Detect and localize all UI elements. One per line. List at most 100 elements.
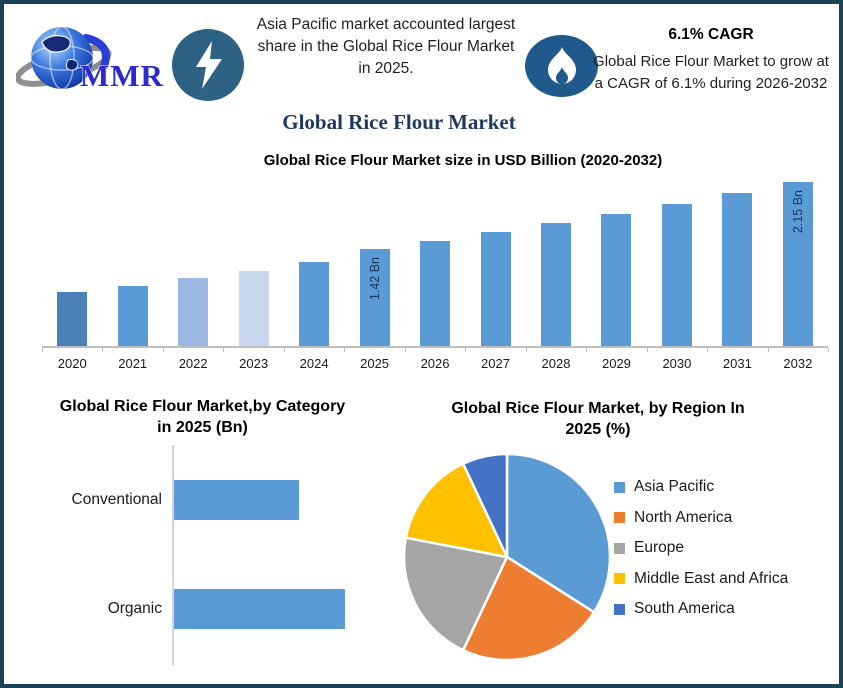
pie-slice-south-america <box>461 452 509 559</box>
year-label-2029: 2029 <box>601 356 631 371</box>
bar-data-label-2032: 2.15 Bn <box>790 190 805 234</box>
x-axis-tick <box>828 348 829 352</box>
legend-item-south-america: South America <box>614 600 788 618</box>
category-bar-conventional <box>174 480 299 520</box>
bar-slot-2026 <box>405 170 465 346</box>
x-axis-tick <box>646 348 648 352</box>
bar-2029 <box>601 214 632 346</box>
bar-data-label-2025: 1.42 Bn <box>367 257 382 301</box>
bar-2024 <box>299 262 330 346</box>
pie-slice-middle-east-and-africa <box>404 462 509 559</box>
flame-icon <box>547 47 576 84</box>
legend-marker-icon <box>614 481 625 493</box>
x-axis-tick <box>344 348 346 352</box>
cagr-title: 6.1% CAGR <box>668 26 754 43</box>
legend-item-north-america: North America <box>614 509 788 527</box>
category-chart-title-line1: Global Rice Flour Market,by Category <box>59 398 346 415</box>
bar-2027 <box>480 232 511 346</box>
x-axis-tick <box>283 348 285 352</box>
category-chart-axis <box>172 445 174 665</box>
x-axis-tick <box>525 348 527 352</box>
legend-label: Middle East and Africa <box>634 569 789 587</box>
x-axis-tick <box>465 348 467 352</box>
year-label-2030: 2030 <box>662 356 692 371</box>
bar-slot-2021 <box>102 170 162 346</box>
bar-2020 <box>57 292 88 346</box>
bar-2021 <box>117 286 148 346</box>
year-label-2021: 2021 <box>118 356 148 371</box>
bar-slot-2024 <box>284 170 344 346</box>
category-label-conventional: Conventional <box>71 491 162 508</box>
cagr-block: 6.1% CAGR Global Rice Flour Market to gr… <box>590 26 832 94</box>
bar-slot-2030 <box>647 170 707 346</box>
bar-slot-2025: 1.42 Bn <box>344 170 404 346</box>
pie-chart <box>402 452 612 662</box>
legend-label: Asia Pacific <box>634 478 715 495</box>
bar-chart-title: Global Rice Flour Market size in USD Bil… <box>263 152 663 169</box>
lightning-badge <box>172 29 244 101</box>
legend-marker-icon <box>614 542 625 554</box>
bar-slot-2032: 2.15 Bn <box>768 170 828 346</box>
lightning-icon <box>196 41 222 89</box>
category-bar-organic <box>174 589 345 629</box>
bar-slot-2023 <box>223 170 283 346</box>
x-axis-tick <box>223 348 225 352</box>
pie-chart-title-line2: 2025 (%) <box>565 421 631 438</box>
bar-slot-2029 <box>586 170 646 346</box>
bar-2026 <box>420 241 451 346</box>
category-label-organic: Organic <box>107 600 162 617</box>
globe-icon <box>16 26 112 90</box>
year-label-2025: 2025 <box>360 356 390 371</box>
x-axis-tick <box>586 348 588 352</box>
legend-marker-icon <box>614 573 625 584</box>
year-label-2020: 2020 <box>57 356 87 371</box>
year-label-2023: 2023 <box>239 356 269 371</box>
page-title: Global Rice Flour Market <box>282 110 516 134</box>
bar-2028 <box>540 223 571 346</box>
legend-item-middle-east-and-africa: Middle East and Africa <box>614 570 788 588</box>
x-axis-tick <box>102 348 104 352</box>
bar-2022 <box>178 278 209 346</box>
pie-slice-europe <box>402 536 509 652</box>
bar-slot-2031 <box>707 170 767 346</box>
category-chart-title-line2: in 2025 (Bn) <box>157 419 248 436</box>
bar-slot-2020 <box>42 170 102 346</box>
legend-item-asia-pacific: Asia Pacific <box>614 478 788 496</box>
year-label-2024: 2024 <box>299 356 329 371</box>
x-axis-tick <box>162 348 164 352</box>
legend-label: South America <box>634 600 735 617</box>
bar-2032: 2.15 Bn <box>782 182 813 346</box>
bar-chart-plot: 1.42 Bn 2.15 Bn <box>42 170 828 346</box>
year-label-2032: 2032 <box>783 356 813 371</box>
mmr-logo: MMR <box>16 26 164 94</box>
logo-text: MMR <box>80 58 164 93</box>
bar-chart-x-axis <box>42 346 828 348</box>
cagr-text: Global Rice Flour Market to grow at a CA… <box>593 53 829 92</box>
bar-slot-2028 <box>526 170 586 346</box>
legend-item-europe: Europe <box>614 539 788 557</box>
x-axis-tick <box>767 348 769 352</box>
legend-marker-icon <box>614 512 625 523</box>
category-chart-title: Global Rice Flour Market,by Category in … <box>30 396 375 438</box>
pie-chart-title: Global Rice Flour Market, by Region In 2… <box>414 398 782 440</box>
legend-label: Europe <box>634 539 684 556</box>
legend-marker-icon <box>614 603 625 615</box>
pie-legend: Asia Pacific North America Europe Middle Ea… <box>614 478 788 631</box>
pie-chart-title-line1: Global Rice Flour Market, by Region In <box>451 400 745 417</box>
year-label-2026: 2026 <box>420 356 450 371</box>
legend-label: North America <box>634 508 733 526</box>
x-axis-tick <box>42 348 43 352</box>
x-axis-tick <box>404 348 406 352</box>
year-label-2022: 2022 <box>178 356 208 371</box>
x-axis-tick <box>707 348 709 352</box>
year-label-2027: 2027 <box>481 356 510 371</box>
bar-chart-year-labels: 2020 2021 2022 2023 2024 2025 2026 2027 2028 2029… <box>42 356 828 371</box>
headline-text: Asia Pacific market accounted largest sh… <box>256 16 516 77</box>
bar-slot-2027 <box>465 170 525 346</box>
year-label-2031: 2031 <box>722 356 752 371</box>
bar-2030 <box>661 204 692 346</box>
bar-2023 <box>238 271 269 346</box>
bar-2025: 1.42 Bn <box>359 249 390 346</box>
bar-slot-2022 <box>163 170 223 346</box>
